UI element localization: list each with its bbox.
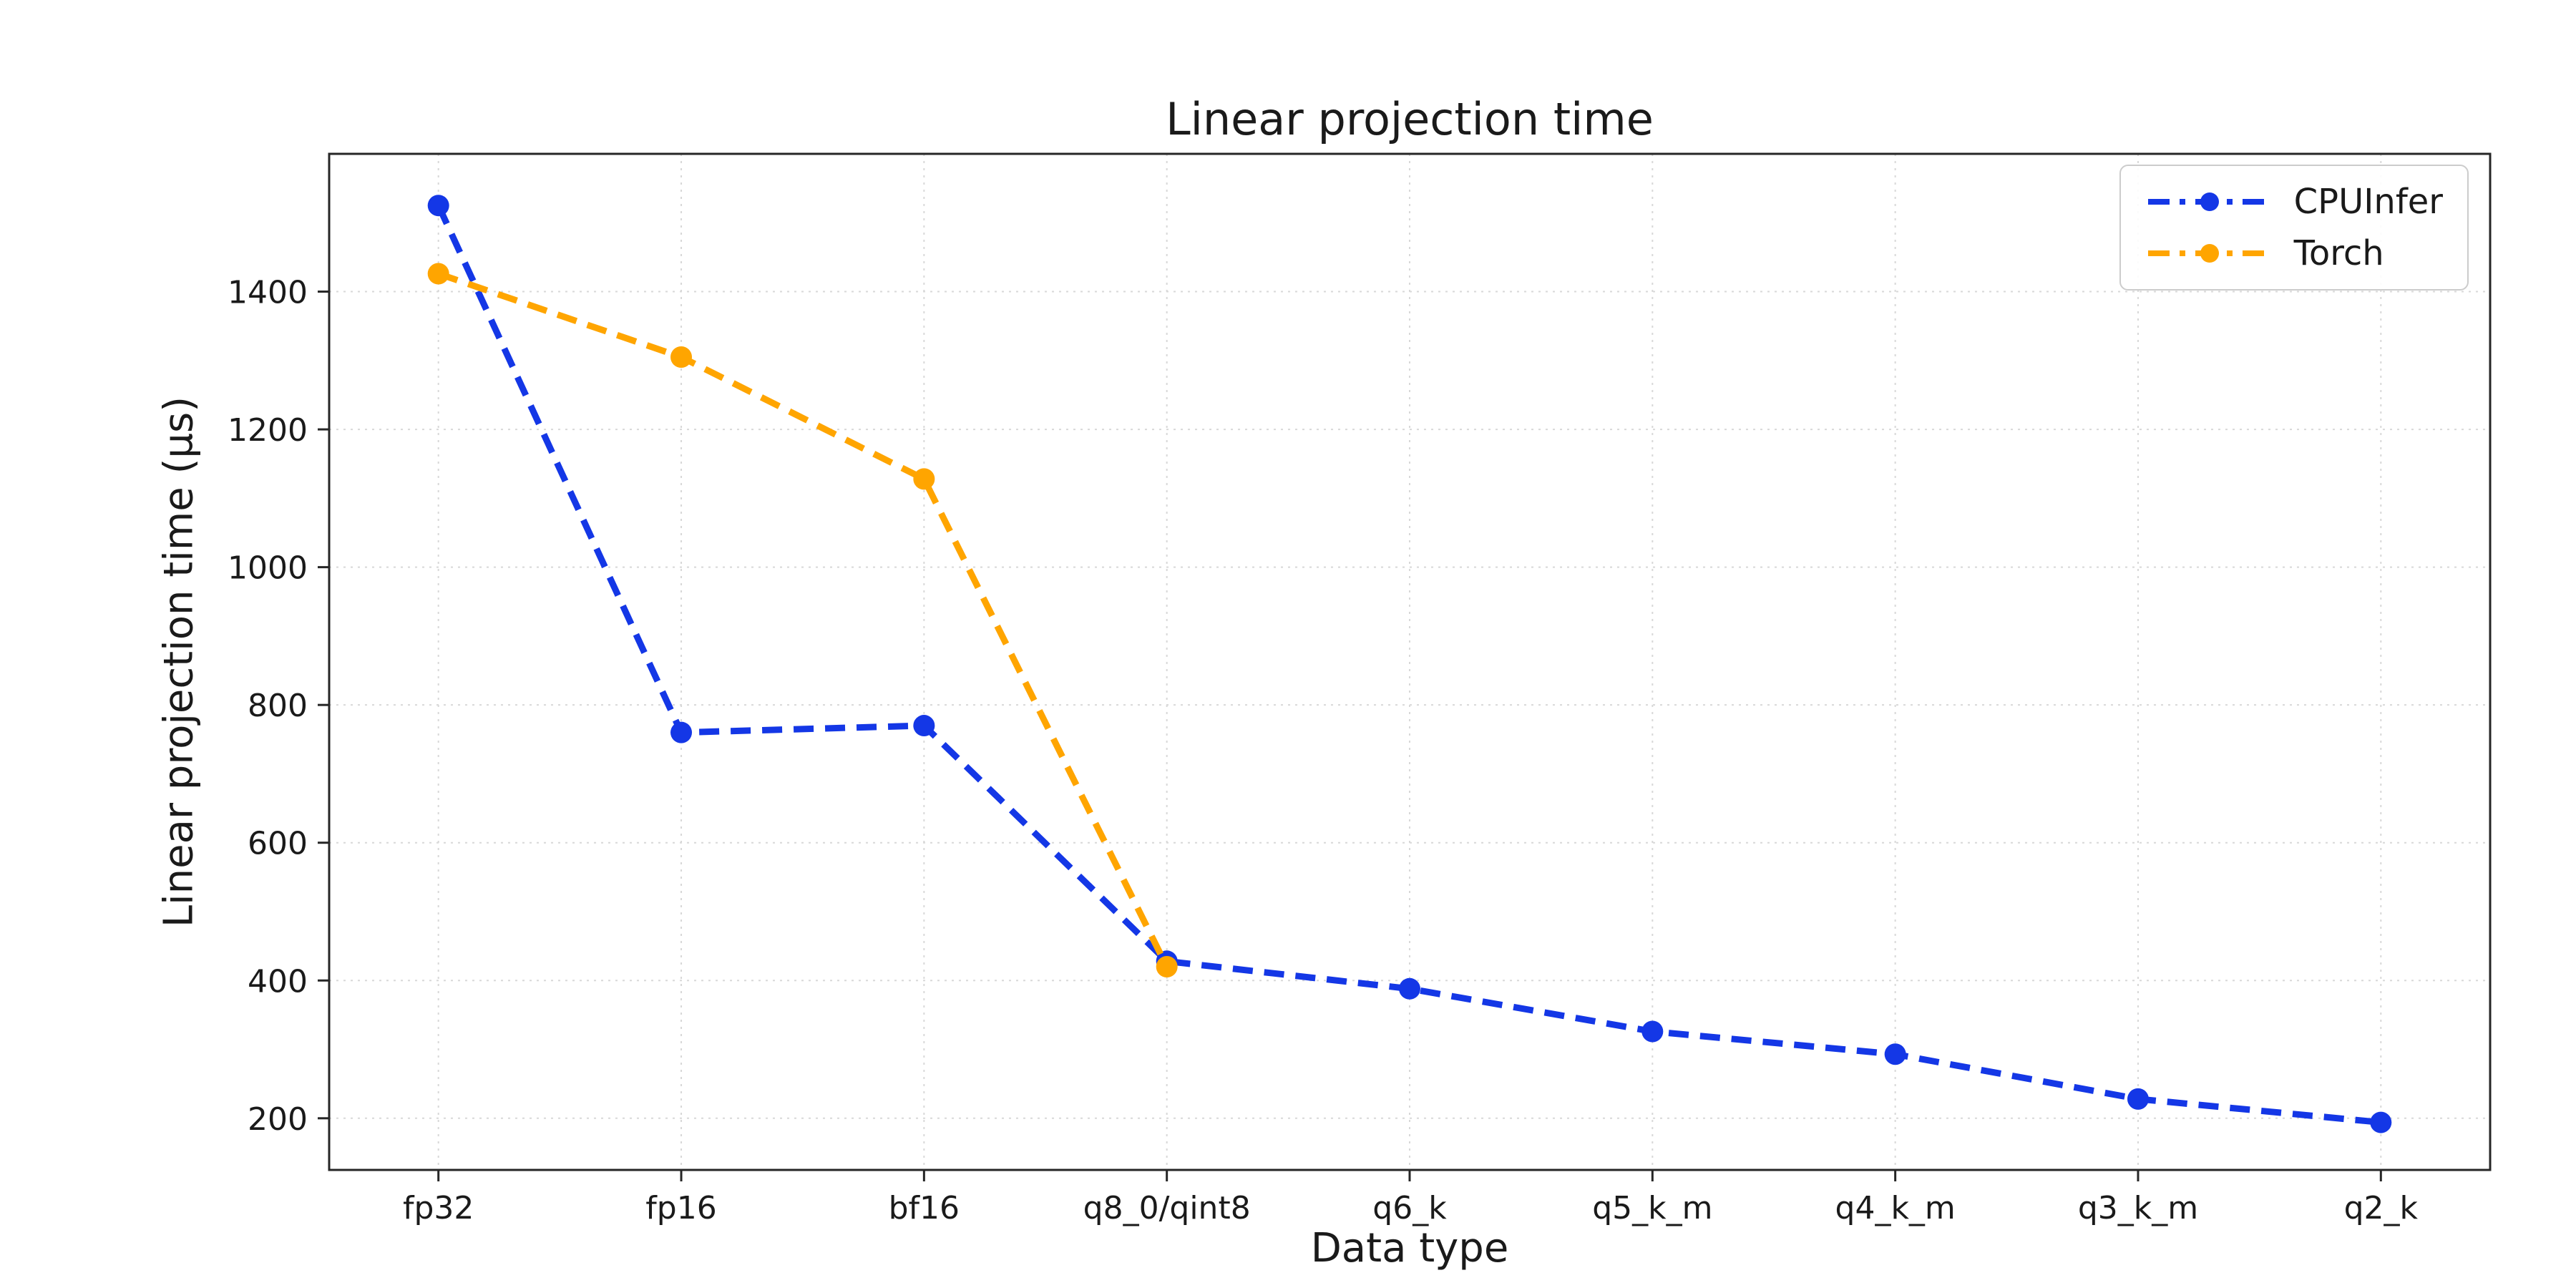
series-marker-cpuinfer: [670, 721, 693, 743]
legend: CPUInfer Torch: [2119, 165, 2469, 291]
series-marker-torch: [1156, 956, 1178, 977]
legend-entry-torch: Torch: [2145, 233, 2443, 273]
x-tick-label: bf16: [889, 1190, 960, 1226]
series-marker-cpuinfer: [2127, 1088, 2149, 1110]
y-tick-label: 1000: [228, 550, 308, 587]
y-axis-label: Linear projection time (µs): [155, 396, 203, 928]
y-tick-label: 400: [248, 963, 308, 1000]
series-marker-cpuinfer: [2370, 1111, 2392, 1133]
series-marker-cpuinfer: [1399, 977, 1420, 1000]
x-tick-label: q5_k_m: [1592, 1190, 1712, 1226]
x-tick-label: q3_k_m: [2078, 1190, 2198, 1226]
y-tick-label: 600: [248, 826, 308, 862]
series-marker-cpuinfer: [1641, 1020, 1664, 1043]
legend-label-cpuinfer: CPUInfer: [2293, 182, 2443, 222]
series-marker-torch: [670, 346, 693, 368]
series-line-cpuinfer: [435, 204, 2381, 1126]
legend-sample-marker: [2200, 244, 2219, 263]
series-marker-torch: [427, 263, 449, 285]
y-tick-label: 1400: [228, 275, 308, 311]
legend-entry-cpuinfer: CPUInfer: [2145, 182, 2443, 222]
legend-sample-marker: [2200, 192, 2219, 211]
x-tick-label: q6_k: [1372, 1190, 1447, 1226]
y-tick-label: 1200: [228, 412, 308, 449]
cpuinfer-line-sample-icon: [2147, 192, 2271, 211]
series-marker-torch: [913, 468, 935, 490]
series-marker-cpuinfer: [913, 715, 935, 737]
legend-label-torch: Torch: [2293, 233, 2384, 273]
x-tick-label: q8_0/qint8: [1083, 1190, 1251, 1226]
series-marker-cpuinfer: [1884, 1043, 1906, 1065]
x-tick-label: fp32: [403, 1190, 474, 1226]
y-tick-label: 200: [248, 1101, 308, 1138]
chart-title: Linear projection time: [1166, 93, 1654, 145]
x-tick-label: fp16: [645, 1190, 716, 1226]
x-tick-label: q4_k_m: [1835, 1190, 1956, 1226]
series-marker-cpuinfer: [427, 195, 449, 217]
x-tick-label: q2_k: [2344, 1190, 2419, 1226]
torch-line-sample-icon: [2147, 244, 2271, 263]
series-line-torch: [437, 270, 1170, 969]
y-tick-label: 800: [248, 688, 308, 724]
x-axis-label: Data type: [1310, 1225, 1509, 1272]
